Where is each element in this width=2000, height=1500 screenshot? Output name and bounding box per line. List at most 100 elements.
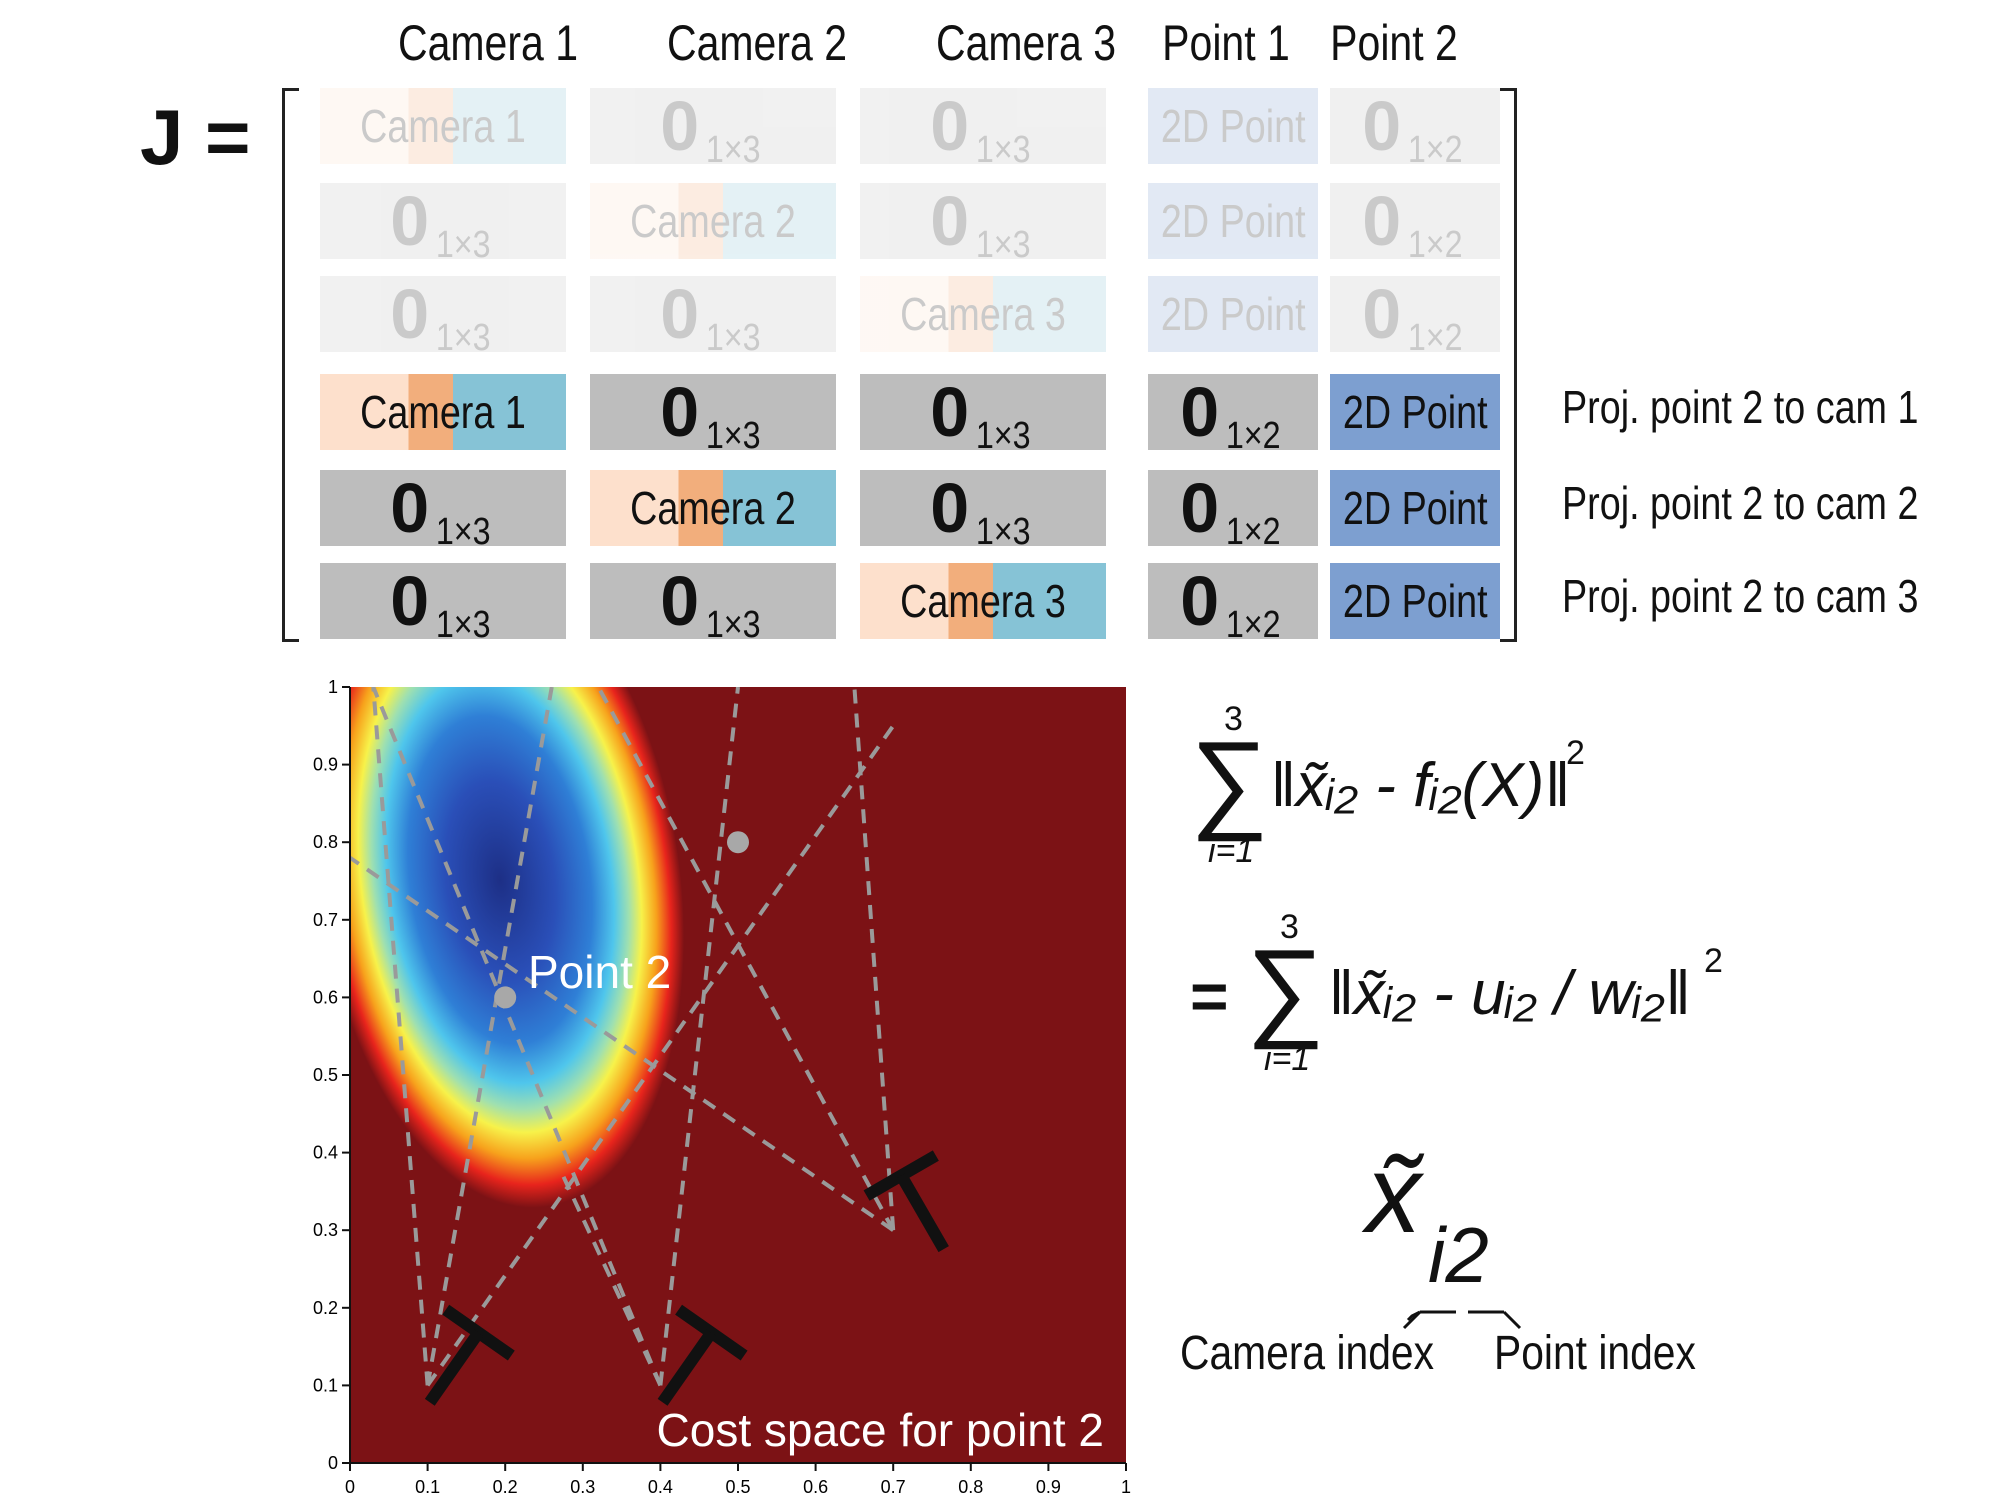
point-index-label: Point index — [1494, 1327, 1696, 1380]
scene-point — [727, 831, 749, 854]
row-label: Proj. point 2 to cam 1 — [1562, 381, 1919, 433]
eq1-power: 2 — [1566, 734, 1585, 772]
block-label: Camera 2 — [630, 482, 796, 534]
zero-block: 0 1×2 — [1330, 182, 1500, 266]
zero-block: 0 1×3 — [320, 469, 566, 553]
point-2-label: Point 2 — [528, 946, 671, 998]
zero-dimension: 1×3 — [436, 603, 491, 646]
zero-dimension: 1×3 — [976, 223, 1031, 266]
point-block: 2D Point — [1330, 470, 1500, 546]
zero-symbol: 0 — [1180, 562, 1220, 640]
zero-symbol: 0 — [930, 373, 970, 451]
zero-block: 0 1×3 — [320, 275, 566, 359]
zero-dimension: 1×3 — [976, 128, 1031, 171]
equation-1: 3 ∑ i=1 ‖x̃ᵢ₂ - fᵢ₂(X)‖ 2 — [1190, 700, 1610, 880]
zero-dimension: 1×2 — [1408, 128, 1463, 171]
camera-block: Camera 1 — [320, 88, 566, 164]
zero-symbol: 0 — [930, 182, 970, 260]
zero-symbol: 0 — [660, 562, 700, 640]
zero-symbol: 0 — [1362, 182, 1402, 260]
equation-2: = 3 ∑ i=1 ‖x̃ᵢ₂ - uᵢ₂ / wᵢ₂‖ 2 — [1190, 908, 1750, 1088]
point-block: 2D Point — [1148, 276, 1318, 352]
camera-ray — [371, 687, 430, 1386]
zero-dimension: 1×3 — [436, 223, 491, 266]
eq2-sum-icon: ∑ — [1246, 927, 1325, 1050]
camera-ray — [658, 687, 740, 1386]
x-tick-label: 0.5 — [725, 1477, 750, 1497]
camera-ray — [350, 856, 895, 1232]
y-tick-label: 0.3 — [313, 1220, 338, 1240]
zero-block: 0 1×3 — [590, 276, 836, 359]
zero-dimension: 1×3 — [706, 316, 761, 359]
eq2-power: 2 — [1704, 942, 1723, 980]
jacobian-label: J = — [140, 93, 251, 181]
y-tick-label: 0.4 — [313, 1143, 338, 1163]
notation-braces — [1402, 1310, 1522, 1330]
block-label: Camera 3 — [900, 575, 1066, 627]
y-tick-label: 0.9 — [313, 755, 338, 775]
zero-dimension: 1×3 — [706, 414, 761, 457]
matrix-right-bracket — [1500, 88, 1517, 642]
zero-block: 0 1×2 — [1330, 87, 1500, 171]
zero-symbol: 0 — [660, 373, 700, 451]
eq2-body: ‖x̃ᵢ₂ - uᵢ₂ / wᵢ₂‖ — [1328, 959, 1691, 1028]
scene-point — [494, 986, 517, 1009]
zero-dimension: 1×3 — [706, 128, 761, 171]
x-tick-label: 0.2 — [493, 1477, 518, 1497]
zero-symbol: 0 — [930, 87, 970, 165]
zero-dimension: 1×3 — [436, 510, 491, 553]
cost-minimum-region — [350, 687, 685, 1208]
y-tick-label: 0.8 — [313, 832, 338, 852]
camera-rays — [350, 687, 896, 1387]
zero-block: 0 1×3 — [590, 562, 836, 646]
zero-dimension: 1×2 — [1226, 603, 1281, 646]
plot-caption: Cost space for point 2 — [657, 1404, 1104, 1456]
block-label: 2D Point — [1342, 386, 1488, 438]
camera-ray — [852, 687, 896, 1231]
matrix-left-bracket — [282, 88, 299, 642]
camera-ray — [425, 724, 895, 1387]
camera-ray — [557, 1167, 663, 1387]
y-tick-label: 0.1 — [313, 1375, 338, 1395]
zero-symbol: 0 — [930, 469, 970, 547]
zero-dimension: 1×2 — [1408, 316, 1463, 359]
block-label: 2D Point — [1160, 100, 1306, 152]
eq2-lower-limit: i=1 — [1264, 1040, 1311, 1078]
point-block: 2D Point — [1330, 374, 1500, 450]
y-tick-label: 0.5 — [313, 1065, 338, 1085]
block-label: Camera 1 — [360, 386, 526, 438]
row-label: Proj. point 2 to cam 2 — [1562, 477, 1919, 529]
x-tick-label: 1 — [1121, 1477, 1131, 1497]
zero-block: 0 1×3 — [320, 183, 566, 266]
zero-block: 0 1×2 — [1148, 562, 1318, 646]
block-label: Camera 1 — [360, 100, 526, 152]
zero-dimension: 1×3 — [436, 316, 491, 359]
zero-dimension: 1×2 — [1408, 223, 1463, 266]
zero-dimension: 1×2 — [1226, 414, 1281, 457]
zero-block: 0 1×3 — [860, 182, 1106, 266]
point-block: 2D Point — [1148, 183, 1318, 259]
notation-symbol: x̃ — [1366, 1133, 1421, 1256]
column-header: Point 1 — [1162, 15, 1290, 71]
x-tick-label: 0.8 — [958, 1477, 983, 1497]
camera-icon — [863, 1150, 949, 1253]
x-tick-label: 0.1 — [415, 1477, 440, 1497]
zero-symbol: 0 — [390, 469, 430, 547]
x-tick-label: 0.9 — [1036, 1477, 1061, 1497]
x-tick-label: 0.3 — [570, 1477, 595, 1497]
block-label: 2D Point — [1160, 195, 1306, 247]
block-label: 2D Point — [1160, 288, 1306, 340]
camera-ray — [371, 687, 663, 1387]
zero-symbol: 0 — [1362, 87, 1402, 165]
camera-block: Camera 3 — [860, 276, 1106, 352]
zero-block: 0 1×3 — [860, 469, 1106, 553]
notation-diagram: x̃ i2 Camera index Point index — [1180, 1140, 1740, 1400]
y-tick-label: 1 — [328, 677, 338, 697]
column-header: Camera 1 — [397, 15, 579, 71]
zero-symbol: 0 — [390, 275, 430, 353]
camera-ray — [596, 687, 895, 1232]
zero-symbol: 0 — [660, 87, 700, 165]
x-tick-label: 0.6 — [803, 1477, 828, 1497]
camera-index-label: Camera index — [1180, 1327, 1434, 1380]
